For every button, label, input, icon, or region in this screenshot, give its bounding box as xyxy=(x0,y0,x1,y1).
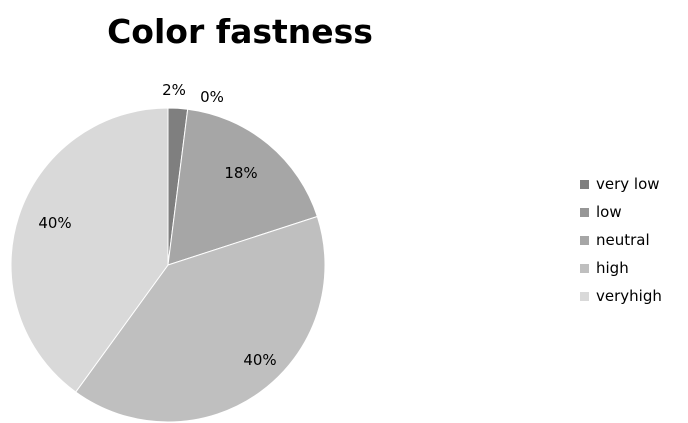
data-label-veryhigh: 40% xyxy=(38,214,71,232)
legend-swatch xyxy=(580,291,589,301)
pie-slice-high xyxy=(75,215,326,423)
legend-item-veryhigh: veryhigh xyxy=(580,282,662,310)
legend-label: low xyxy=(596,203,622,221)
legend-swatch xyxy=(580,179,589,189)
legend-label: very low xyxy=(596,175,660,193)
data-label-neutral: 18% xyxy=(224,164,257,182)
legend-swatch xyxy=(580,235,589,245)
data-label-high: 40% xyxy=(243,351,276,369)
legend-label: neutral xyxy=(596,231,650,249)
legend-label: veryhigh xyxy=(596,287,662,305)
legend-label: high xyxy=(596,259,629,277)
data-label-low: 0% xyxy=(200,88,224,106)
legend-swatch xyxy=(580,207,589,217)
chart-title: Color fastness xyxy=(107,12,373,51)
data-label-very-low: 2% xyxy=(162,81,186,99)
legend-item-high: high xyxy=(580,254,662,282)
legend-swatch xyxy=(580,263,589,273)
pie-slice-neutral xyxy=(167,108,318,266)
legend: very low low neutral high veryhigh xyxy=(580,170,662,310)
legend-item-neutral: neutral xyxy=(580,226,662,254)
pie-slice-veryhigh xyxy=(10,107,169,393)
legend-item-low: low xyxy=(580,198,662,226)
legend-item-very-low: very low xyxy=(580,170,662,198)
